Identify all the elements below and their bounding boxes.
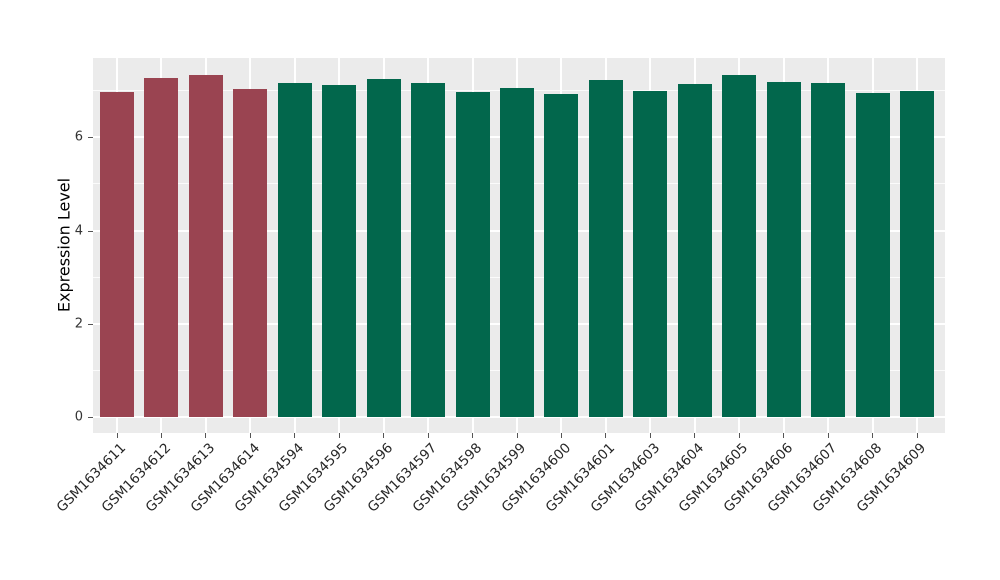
- bar-GSM1634599: [500, 88, 534, 417]
- x-axis-tick: [738, 433, 740, 438]
- y-axis-tick: [88, 417, 93, 418]
- x-axis-tick: [560, 433, 562, 438]
- x-axis-tick: [383, 433, 385, 438]
- x-axis-tick: [249, 433, 251, 438]
- bar-GSM1634594: [277, 82, 312, 417]
- bar-GSM1634613: [188, 74, 223, 417]
- bar-GSM1634596: [366, 79, 401, 417]
- bar-GSM1634614: [233, 88, 268, 417]
- x-axis-tick: [827, 433, 829, 438]
- x-axis-tick: [872, 433, 874, 438]
- x-axis-tick: [294, 433, 296, 438]
- bar-GSM1634612: [144, 77, 179, 417]
- y-axis-title: Expression Level: [54, 177, 74, 313]
- x-axis-tick: [694, 433, 696, 438]
- y-tick-label: 4: [74, 223, 83, 238]
- bar-GSM1634598: [455, 92, 490, 417]
- bar-GSM1634611: [100, 91, 134, 417]
- bar-GSM1634597: [411, 83, 446, 417]
- x-axis-tick: [205, 433, 207, 438]
- x-axis-tick: [160, 433, 162, 438]
- bar-GSM1634601: [588, 80, 623, 417]
- bar-GSM1634605: [722, 75, 757, 417]
- y-tick-label: 0: [74, 409, 83, 425]
- bar-GSM1634608: [855, 92, 890, 417]
- bar-GSM1634600: [544, 93, 579, 417]
- plot-area: [93, 58, 945, 433]
- y-tick-label: 2: [74, 316, 83, 332]
- x-axis-tick: [338, 433, 340, 438]
- x-axis-tick: [427, 433, 429, 438]
- y-axis-tick: [88, 230, 93, 232]
- x-axis-tick: [783, 433, 785, 438]
- x-axis-tick: [916, 433, 918, 438]
- x-axis-tick: [116, 433, 118, 438]
- bar-GSM1634604: [677, 84, 712, 417]
- x-axis-tick: [649, 433, 651, 438]
- y-axis-tick: [88, 323, 93, 325]
- x-axis-tick: [472, 433, 474, 438]
- bar-GSM1634607: [811, 83, 846, 417]
- bar-GSM1634603: [633, 91, 668, 417]
- bar-GSM1634595: [322, 84, 357, 417]
- bar-GSM1634606: [766, 82, 801, 417]
- x-axis-tick: [516, 433, 518, 438]
- bar-GSM1634609: [900, 90, 934, 417]
- x-axis-tick: [605, 433, 607, 438]
- y-tick-label: 6: [74, 129, 83, 145]
- y-axis-tick: [88, 137, 93, 139]
